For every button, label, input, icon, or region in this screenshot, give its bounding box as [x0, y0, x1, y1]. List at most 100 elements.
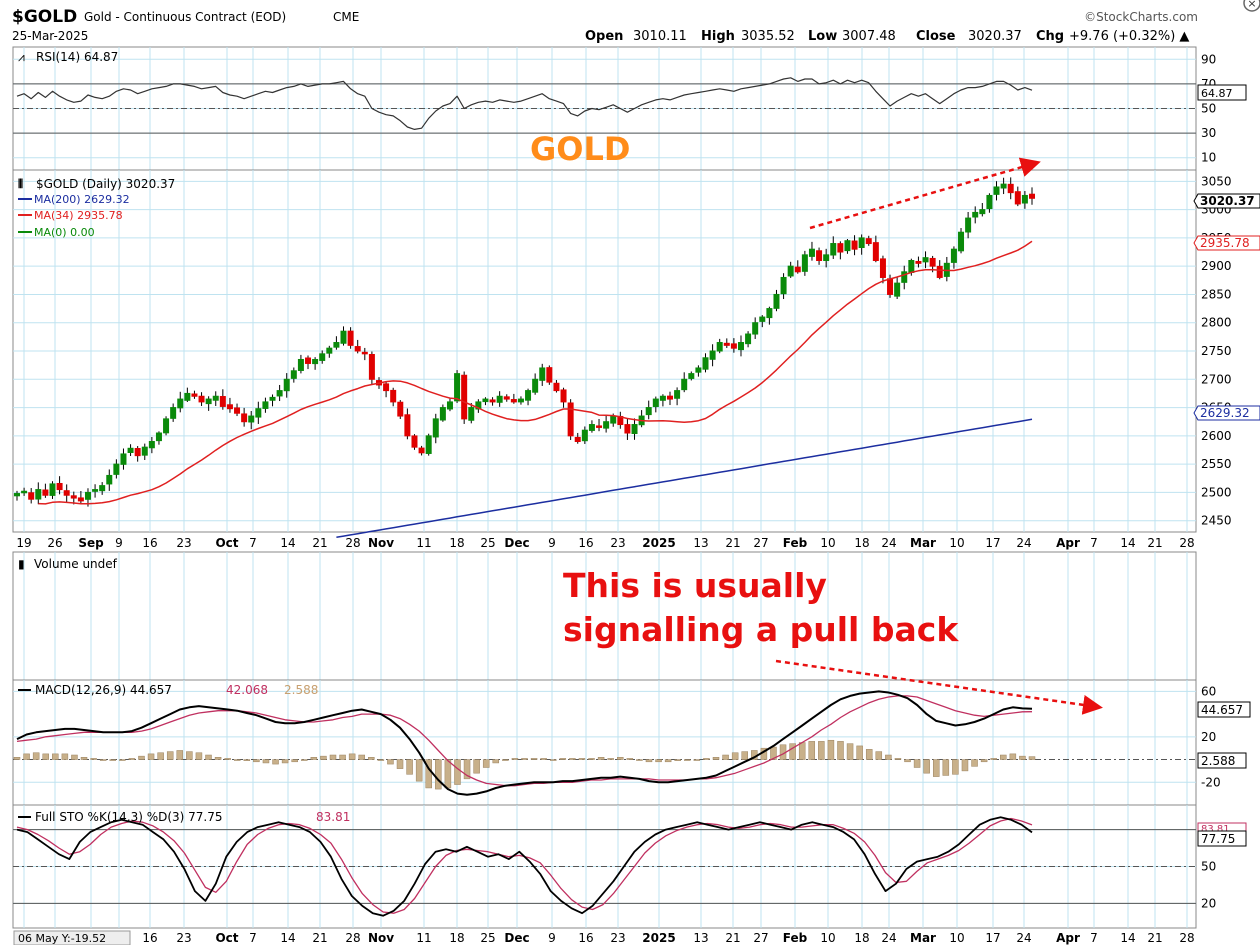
svg-text:64.87: 64.87: [1201, 87, 1233, 100]
x-tick-label: Feb: [783, 931, 808, 945]
candle-body: [290, 370, 297, 379]
macd-histogram-bar: [588, 758, 595, 760]
instrument-description: Gold - Continuous Contract (EOD): [84, 10, 286, 24]
candle-body: [503, 396, 510, 400]
cursor-readout-text: 06 May Y:-19.52: [18, 932, 106, 945]
candle-body: [35, 489, 42, 500]
price-candle: [290, 367, 297, 383]
x-tick-label: 18: [854, 536, 869, 550]
y-tick-label: 2550: [1201, 457, 1232, 471]
candle-body: [588, 424, 595, 431]
macd-histogram-bar: [846, 743, 854, 760]
macd-histogram-bar: [932, 759, 940, 777]
macd-histogram-bar: [511, 758, 519, 760]
candle-body: [120, 453, 127, 465]
price-candle: [14, 490, 20, 501]
price-candle: [808, 241, 815, 261]
candle-body: [922, 257, 929, 263]
candle-body: [652, 398, 659, 407]
macd-histogram-bar: [664, 759, 672, 763]
candle-body: [830, 243, 837, 256]
macd-histogram-bar: [310, 757, 318, 760]
price-candle: [816, 247, 823, 265]
x-tick-label: 7: [1090, 536, 1098, 550]
price-candle: [127, 444, 134, 457]
x-tick-label: 26: [47, 536, 62, 550]
macd-histogram-bar: [186, 751, 193, 760]
candle-body: [390, 389, 397, 403]
candle-body: [553, 382, 560, 392]
candle-body: [148, 441, 155, 449]
x-tick-label: 18: [449, 931, 464, 945]
candle-body: [865, 238, 872, 245]
brand-label: ©StockCharts.com: [1084, 10, 1198, 24]
candle-body: [454, 373, 461, 402]
candle-body: [517, 398, 524, 403]
price-candle: [383, 381, 390, 398]
price-candle: [248, 410, 255, 430]
x-tick-label: 7: [249, 931, 257, 945]
price-candle: [212, 391, 219, 407]
price-candle: [659, 394, 666, 407]
x-tick-label: 14: [1120, 931, 1135, 945]
svg-text:Volume undef: Volume undef: [34, 557, 118, 571]
macd-histogram-bar: [980, 759, 988, 763]
x-tick-label: 2025: [642, 931, 675, 945]
macd-histogram-bar: [607, 758, 614, 760]
x-tick-label: Sep: [78, 536, 104, 550]
ma200-line: [336, 418, 1033, 539]
y-tick-label: 20: [1201, 730, 1216, 744]
ma200-badge: 2629.32: [1193, 405, 1260, 421]
price-candle: [631, 418, 638, 440]
price-candle: [269, 394, 276, 407]
chg-label: Chg: [1036, 29, 1064, 44]
x-tick-label: 28: [1179, 536, 1194, 550]
candle-body: [255, 408, 262, 418]
ma0-legend: MA(0) 0.00: [34, 226, 95, 239]
x-tick-label: 10: [949, 536, 964, 550]
macd-histogram-bar: [195, 752, 203, 760]
candle-body: [333, 342, 340, 348]
price-candle: [553, 380, 560, 393]
x-tick-label: 21: [1147, 536, 1162, 550]
x-tick-label: 10: [820, 536, 835, 550]
price-candle: [234, 403, 241, 417]
y-tick-label: 2900: [1201, 259, 1232, 273]
price-candle: [645, 400, 652, 420]
candle-body: [383, 383, 390, 392]
macd-histogram-bar: [971, 759, 978, 767]
price-candle: [950, 246, 957, 269]
macd-histogram-bar: [617, 757, 624, 760]
candle-body: [347, 330, 354, 346]
rsi-legend: ⩘ RSI(14) 64.87: [18, 50, 118, 64]
candle-body: [1014, 191, 1021, 205]
price-candle: [702, 353, 709, 373]
macd-histogram-bar: [798, 742, 806, 760]
price-candle: [787, 261, 794, 278]
y-tick-label: 2600: [1201, 429, 1232, 443]
candle-body: [624, 424, 631, 434]
panel-frame: [12, 679, 1197, 806]
price-candle: [170, 403, 177, 422]
macd-histogram-bar: [166, 751, 174, 760]
macd-histogram-bar: [569, 758, 576, 760]
price-candle: [532, 373, 539, 395]
candle-body: [879, 258, 886, 278]
candle-body: [418, 447, 425, 454]
price-candle: [198, 392, 205, 406]
macd-histogram-bar: [789, 743, 796, 760]
price-candle: [709, 344, 716, 367]
x-tick-label: Apr: [1056, 536, 1080, 550]
macd-histogram-bar: [655, 759, 662, 763]
y-tick-label: 2450: [1201, 514, 1232, 528]
candle-body: [858, 237, 865, 249]
svg-text:2935.78: 2935.78: [1200, 236, 1250, 250]
macd-histogram-bar: [348, 753, 356, 760]
candle-body: [212, 395, 219, 401]
candle-body: [574, 436, 581, 443]
x-tick-label: 10: [820, 931, 835, 945]
close-icon[interactable]: ×: [1243, 0, 1260, 12]
macd-histogram-bar: [243, 759, 251, 761]
price-candle: [517, 396, 524, 405]
price-candle: [581, 426, 588, 444]
